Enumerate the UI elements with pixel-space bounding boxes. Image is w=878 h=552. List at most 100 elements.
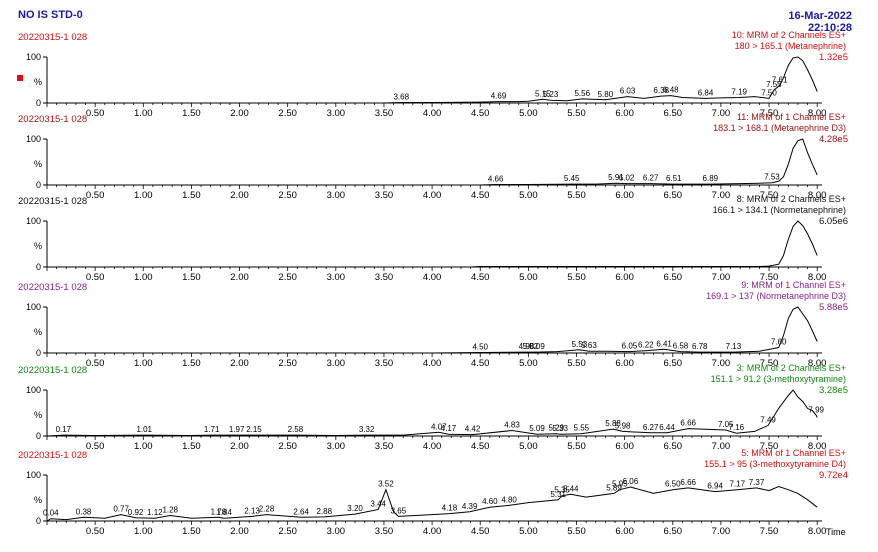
chrom-1-x-tick-label: 5.00 — [519, 108, 538, 119]
chrom-5-peak-label: 4.17 — [441, 424, 457, 433]
chrom-2-y-label-0: 0 — [36, 180, 41, 190]
chrom-1-intensity: 1.32e5 — [819, 52, 848, 63]
chrom-2-peak-label: 6.89 — [703, 174, 719, 183]
chrom-6-peak-label: 4.80 — [501, 495, 517, 504]
report-time: 22:10:28 — [807, 22, 852, 34]
chrom-2-y-axis-label: % — [34, 159, 42, 169]
chrom-4-y-label-100: 100 — [26, 302, 41, 312]
chrom-5-x-tick-label: 2.50 — [278, 441, 297, 452]
chrom-5-peak-label: 2.58 — [288, 425, 304, 434]
chrom-1-peak-label: 7.61 — [772, 76, 788, 85]
chrom-2-x-tick-label: 5.00 — [519, 190, 538, 201]
chrom-1-file-label: 20220315-1 028 — [18, 32, 87, 43]
chrom-2-x-tick-label: 5.50 — [567, 190, 586, 201]
chrom-6-peak-label: 7.37 — [749, 478, 765, 487]
chrom-6-x-tick-label: 2.50 — [278, 526, 297, 537]
chrom-5-title: 3: MRM of 2 Channels ES+ — [737, 363, 846, 373]
chrom-3-y-axis-label: % — [34, 241, 42, 251]
chrom-4-peak-label: 7.60 — [771, 337, 787, 346]
chrom-6-x-tick-label: 1.00 — [134, 526, 153, 537]
chrom-2-peak-label: 4.66 — [488, 175, 504, 184]
chrom-5-peak-label: 1.01 — [136, 425, 152, 434]
chrom-6-peak-label: 5.31 — [550, 490, 566, 499]
chrom-1-x-tick-label: 0.50 — [86, 108, 105, 119]
chrom-6-peak-label: 2.13 — [244, 506, 260, 515]
chrom-5-peak-label: 1.97 — [229, 425, 245, 434]
chrom-5-peak-label: 4.83 — [504, 420, 520, 429]
chrom-1-transition: 180 > 165.1 (Metanephrine) — [735, 41, 846, 51]
chrom-1-x-tick-label: 1.00 — [134, 108, 153, 119]
chrom-5-x-tick-label: 8.00 — [808, 441, 827, 452]
chrom-5-x-tick-label: 6.00 — [615, 441, 634, 452]
chrom-2-x-tick-label: 3.50 — [375, 190, 394, 201]
chrom-1-y-label-0: 0 — [36, 98, 41, 108]
chrom-6-peak-label: 0.38 — [76, 507, 92, 516]
chrom-1-peak-label: 6.03 — [620, 87, 636, 96]
chrom-5-peak-label: 5.88 — [605, 419, 621, 428]
chrom-5-x-tick-label: 3.00 — [327, 441, 346, 452]
chrom-2-title: 11: MRM of 1 Channel ES+ — [737, 112, 846, 122]
chrom-4-peak-label: 6.78 — [692, 342, 708, 351]
chrom-3-y-label-0: 0 — [36, 262, 41, 272]
chrom-4-x-tick-label: 2.00 — [230, 358, 249, 369]
chrom-5-peak-label: 7.05 — [718, 420, 734, 429]
chrom-2-x-tick-label: 1.50 — [182, 190, 201, 201]
chrom-5-x-tick-label: 0.50 — [86, 441, 105, 452]
chrom-6-peak-label: 3.65 — [391, 506, 407, 515]
chrom-5-x-tick-label: 5.00 — [519, 441, 538, 452]
chrom-5-peak-label: 6.27 — [643, 423, 659, 432]
chrom-4-x-tick-label: 8.00 — [808, 358, 827, 369]
chrom-4-peak-label: 5.09 — [529, 342, 545, 351]
chrom-4-x-tick-label: 7.50 — [760, 358, 779, 369]
chrom-5-peak-label: 5.98 — [615, 421, 631, 430]
chrom-4-x-tick-label: 3.00 — [327, 358, 346, 369]
chrom-1-y-axis-label: % — [34, 77, 42, 87]
chrom-5-peak-label: 5.33 — [552, 424, 568, 433]
chrom-4-trace-line — [47, 306, 818, 354]
chrom-2-peak-label: 5.45 — [564, 174, 580, 183]
chrom-3-title: 8: MRM of 2 Channels ES+ — [737, 194, 846, 204]
chrom-6-x-tick-label: 3.00 — [327, 526, 346, 537]
chrom-5-x-tick-label: 6.50 — [664, 441, 683, 452]
chrom-6-transition: 155.1 > 95 (3-methoxytyramine D4) — [704, 459, 846, 469]
chrom-2-peak-label: 7.53 — [764, 173, 780, 182]
chrom-2-peak-label: 6.51 — [666, 174, 682, 183]
chrom-2-peak-label: 5.91 — [608, 173, 624, 182]
chrom-4-peak-label: 4.50 — [472, 343, 488, 352]
chrom-1-peak-label: 6.84 — [698, 88, 714, 97]
chrom-1-peak-label: 6.38 — [653, 86, 669, 95]
chrom-5-x-tick-label: 4.00 — [423, 441, 442, 452]
chrom-3-file-label: 20220315-1 028 — [18, 196, 87, 207]
chrom-3-x-tick-label: 5.50 — [567, 272, 586, 283]
chrom-3-trace-line — [47, 220, 818, 268]
chrom-3-intensity: 6.05e6 — [819, 216, 848, 227]
chrom-1-peak-label: 5.56 — [574, 89, 590, 98]
chrom-5-y-label-0: 0 — [36, 431, 41, 441]
chrom-1-x-tick-label: 8.00 — [808, 108, 827, 119]
chrom-2-transition: 183.1 > 168.1 (Metanephrine D3) — [713, 123, 846, 133]
chrom-4-peak-label: 6.22 — [638, 341, 654, 350]
chrom-6-peak-label: 1.78 — [211, 507, 227, 516]
chrom-1-x-tick-label: 1.50 — [182, 108, 201, 119]
chrom-3-x-tick-label: 3.00 — [327, 272, 346, 283]
chrom-5-y-label-100: 100 — [26, 385, 41, 395]
chrom-5-x-tick-label: 3.50 — [375, 441, 394, 452]
chrom-4-x-tick-label: 4.00 — [423, 358, 442, 369]
chrom-3-x-tick-label: 7.50 — [760, 272, 779, 283]
chrom-3-x-tick-label: 7.00 — [712, 272, 731, 283]
chrom-6-peak-label: 3.44 — [370, 500, 386, 509]
chrom-6-peak-label: 6.50 — [665, 480, 681, 489]
chrom-2-peak-label: 6.27 — [643, 174, 659, 183]
chrom-4-x-tick-label: 6.50 — [664, 358, 683, 369]
chrom-6-x-tick-label: 6.00 — [615, 526, 634, 537]
chrom-5-peak-label: 2.15 — [246, 425, 262, 434]
chrom-2-x-tick-label: 4.50 — [471, 190, 490, 201]
chrom-6-x-tick-label: 0.50 — [86, 526, 105, 537]
chrom-6-x-tick-label: 5.00 — [519, 526, 538, 537]
chrom-3-x-tick-label: 4.50 — [471, 272, 490, 283]
chrom-5-y-axis-label: % — [34, 410, 42, 420]
chrom-1-x-tick-label: 7.50 — [760, 108, 779, 119]
chrom-1-peak-label: 7.55 — [766, 80, 782, 89]
chrom-1-x-tick-label: 6.50 — [664, 108, 683, 119]
